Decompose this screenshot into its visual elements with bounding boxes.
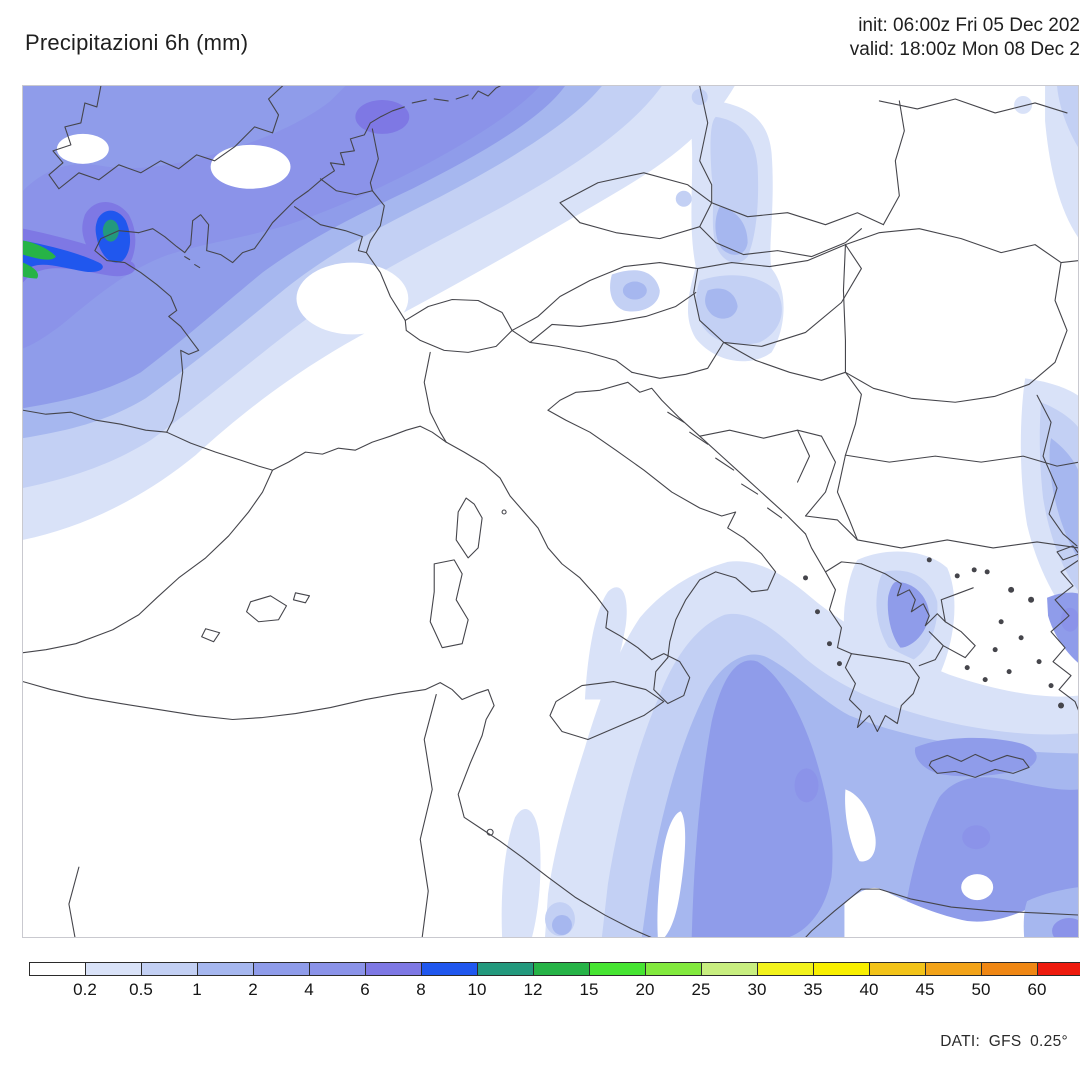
legend-segment [533, 962, 590, 976]
legend-tick-label: 4 [304, 980, 314, 999]
legend-segment [365, 962, 422, 976]
legend-tick-label: 6 [360, 980, 370, 999]
valid-time-label: valid: 18:00z Mon 08 Dec 2 [849, 39, 1080, 60]
legend-segment [813, 962, 870, 976]
legend-segment [85, 962, 142, 976]
europe-precipitation-map: .p0{fill:#ffffff;}.p1{fill:#d9e2f8;}.p2{… [23, 86, 1078, 937]
legend-segment [981, 962, 1038, 976]
legend-segment [925, 962, 982, 976]
legend-tick-label: 15 [579, 980, 599, 999]
legend-tick-label: 10 [467, 980, 487, 999]
map-frame: .p0{fill:#ffffff;}.p1{fill:#d9e2f8;}.p2{… [22, 85, 1079, 938]
legend-tick-label: 25 [691, 980, 711, 999]
legend-segment [1037, 962, 1080, 976]
legend-segment [253, 962, 310, 976]
legend-segment [197, 962, 254, 976]
legend-segment [29, 962, 86, 976]
page-title: Precipitazioni 6h (mm) [25, 30, 249, 55]
model-run-info: init: 06:00z Fri 05 Dec 202 valid: 18:00… [850, 14, 1080, 62]
legend-tick-label: 50 [971, 980, 991, 999]
legend-tick-label: 8 [416, 980, 426, 999]
legend-segment [589, 962, 646, 976]
legend-segment [309, 962, 366, 976]
init-time-label: init: 06:00z Fri 05 Dec 202 [858, 15, 1080, 36]
legend-segment [757, 962, 814, 976]
precipitation-contours [23, 86, 1078, 937]
legend-tick-label: 30 [747, 980, 767, 999]
data-source-label: DATI: GFS 0.25° [940, 1033, 1068, 1050]
country-borders [23, 86, 1078, 937]
legend-segment [645, 962, 702, 976]
legend-tick-label: 20 [635, 980, 655, 999]
island-dots [803, 557, 1065, 709]
legend-segment [477, 962, 534, 976]
legend-tick-label: 12 [523, 980, 543, 999]
legend-segment [421, 962, 478, 976]
legend-tick-label: 0.2 [73, 980, 97, 999]
legend-segment [869, 962, 926, 976]
legend-tick-label: 45 [915, 980, 935, 999]
legend-tick-label: 2 [248, 980, 258, 999]
precipitation-color-scale: 0.2 0.5 1 2 4 6 8 10 12 15 20 25 30 35 40 45 50 60 [29, 962, 1080, 999]
legend-tick-label: 0.5 [129, 980, 153, 999]
legend-tick-label: 1 [192, 980, 202, 999]
legend-segment [701, 962, 758, 976]
legend-tick-label: 40 [859, 980, 879, 999]
legend-tick-label: 35 [803, 980, 823, 999]
legend-segment [141, 962, 198, 976]
legend-tick-label: 60 [1027, 980, 1047, 999]
